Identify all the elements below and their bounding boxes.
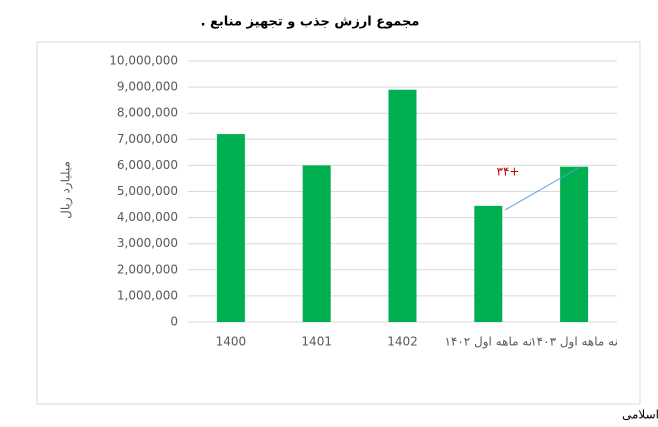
annotation-line: [504, 166, 581, 211]
bar: [560, 166, 589, 322]
y-tick-label: 10,000,000: [109, 54, 178, 68]
y-tick-label: 2,000,000: [117, 262, 178, 276]
bar: [216, 134, 245, 322]
bar: [302, 165, 331, 322]
x-tick-label: نه ماهه اول ۱۴۰۲: [444, 335, 532, 350]
y-tick-label: 5,000,000: [117, 184, 178, 198]
bar: [474, 205, 503, 322]
x-tick-label: 1402: [387, 335, 418, 349]
annotation: ۳۴+: [497, 165, 520, 179]
y-tick-label: 8,000,000: [117, 106, 178, 120]
y-tick-label: 4,000,000: [117, 210, 178, 224]
x-tick-label: نه ماهه اول ۱۴۰۳: [530, 335, 618, 350]
x-tick-label: 1401: [301, 335, 332, 349]
y-tick-label: 9,000,000: [117, 80, 178, 94]
bar: [388, 89, 417, 323]
y-axis-label: میلیارد ریال: [59, 161, 74, 219]
source-note: مأخذ: گزارش وضعیت بازار سرمایه، مرکز پژو…: [622, 406, 658, 423]
y-tick-label: 6,000,000: [117, 158, 178, 172]
x-tick-label: 1400: [216, 335, 247, 349]
y-tick-label: 0: [170, 315, 178, 329]
y-tick-label: 3,000,000: [117, 236, 178, 250]
chart-title: مجموع ارزش جذب و تجهیز منابع .: [201, 15, 420, 30]
y-tick-label: 7,000,000: [117, 132, 178, 146]
y-tick-label: 1,000,000: [117, 288, 178, 302]
chart-frame: [36, 41, 641, 405]
